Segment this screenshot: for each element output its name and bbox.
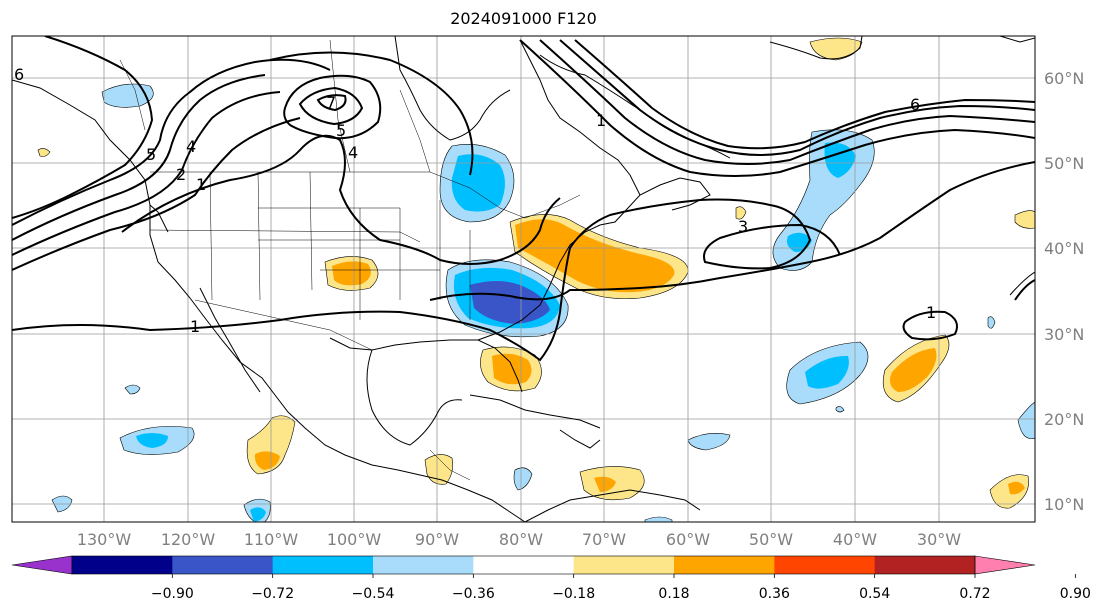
colorbar-extend-low <box>11 555 73 575</box>
lon-label: 100°W <box>327 530 382 549</box>
contour-label: 6 <box>14 65 24 84</box>
lon-label: 90°W <box>415 530 459 549</box>
lat-label: 10°N <box>1044 495 1084 514</box>
lon-label: 60°W <box>666 530 710 549</box>
lat-label: 50°N <box>1044 154 1084 173</box>
colorbar-segment <box>674 556 775 574</box>
coastlines <box>12 36 1035 522</box>
longitude-labels: 130°W 120°W 110°W 100°W 90°W 80°W 70°W 6… <box>77 530 961 549</box>
contour-label: 3 <box>738 217 748 236</box>
contour-label-group: 6 5 4 2 1 5 4 7 6 1 3 1 1 <box>14 65 936 336</box>
lon-label: 50°W <box>749 530 793 549</box>
colorbar-tick-label: −0.18 <box>552 586 595 602</box>
contour-label: 4 <box>186 137 196 156</box>
map-frame-content: 6 5 4 2 1 5 4 7 6 1 3 1 1 <box>12 36 1035 522</box>
colorbar-tick-label: 0.54 <box>859 586 890 602</box>
contour-label: 6 <box>910 95 920 114</box>
colorbar-segment <box>373 556 474 574</box>
colorbar-segment <box>172 556 274 574</box>
contour-label: 5 <box>336 121 346 140</box>
colorbar: −0.90 −0.72 −0.54 −0.36 −0.18 0.18 0.36 0.54 0.7… <box>11 555 1091 602</box>
contour-label: 1 <box>196 175 206 194</box>
lat-label: 40°N <box>1044 239 1084 258</box>
lon-label: 120°W <box>161 530 216 549</box>
political-boundaries <box>119 39 581 481</box>
contour-label: 1 <box>596 111 606 130</box>
colorbar-segment <box>774 556 876 574</box>
colorbar-tick-label: 0.72 <box>959 586 990 602</box>
contour-label: 5 <box>146 145 156 164</box>
colorbar-tick-label: −0.54 <box>352 586 395 602</box>
lon-label: 110°W <box>244 530 299 549</box>
colorbar-tick-label: 0.90 <box>1060 586 1091 602</box>
lon-label: 30°W <box>917 530 961 549</box>
lat-label: 20°N <box>1044 410 1084 429</box>
contour-label: 7 <box>326 93 336 112</box>
colorbar-tick-label: 0.36 <box>759 586 790 602</box>
lon-label: 40°W <box>833 530 877 549</box>
map-border <box>11 35 1036 523</box>
contours <box>12 36 1035 362</box>
colorbar-segment <box>874 556 976 574</box>
colorbar-segment <box>573 556 675 574</box>
colorbar-segment <box>72 556 173 574</box>
lon-label: 130°W <box>77 530 132 549</box>
contour-label: 4 <box>348 143 358 162</box>
colorbar-extend-high <box>974 555 1036 575</box>
lon-label: 70°W <box>582 530 626 549</box>
lat-label: 60°N <box>1044 69 1084 88</box>
colorbar-tick-label: −0.72 <box>251 586 294 602</box>
latitude-labels: 60°N 50°N 40°N 30°N 20°N 10°N <box>1044 69 1084 514</box>
colorbar-segment <box>473 556 575 574</box>
colorbar-segment <box>272 556 374 574</box>
contour-label: 2 <box>176 165 186 184</box>
colorbar-tick-label: −0.36 <box>452 586 495 602</box>
lat-label: 30°N <box>1044 325 1084 344</box>
colorbar-outline <box>71 555 976 575</box>
colorbar-tick-label: −0.90 <box>151 586 194 602</box>
anomaly-fields <box>37 37 1035 522</box>
contour-label: 1 <box>926 303 936 322</box>
colorbar-tick-label: 0.18 <box>658 586 689 602</box>
lon-label: 80°W <box>499 530 543 549</box>
map-title: 2024091000 F120 <box>450 9 597 28</box>
contour-label: 1 <box>190 317 200 336</box>
